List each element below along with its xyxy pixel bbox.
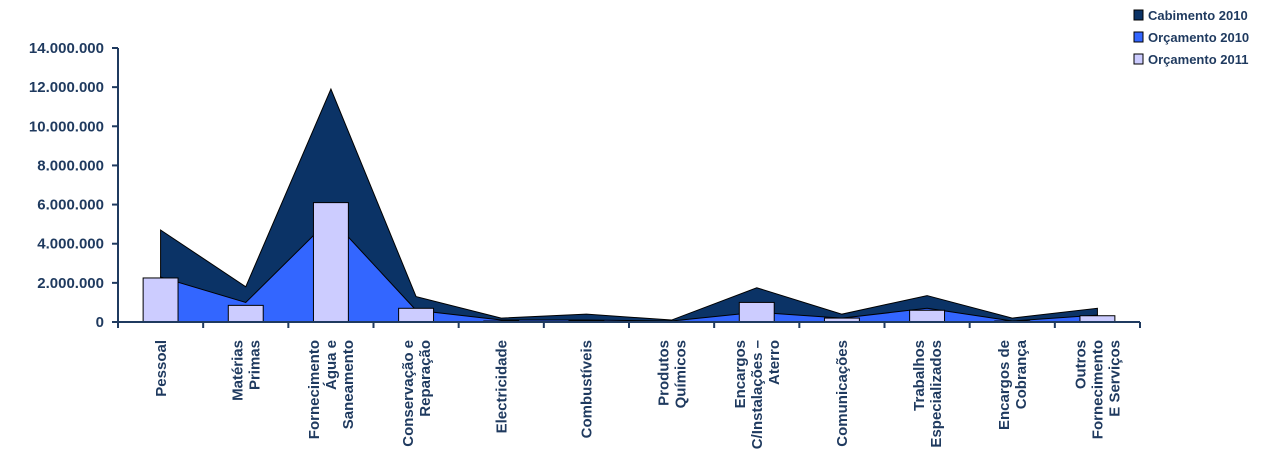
legend-label-cabimento-2010: Cabimento 2010: [1148, 8, 1248, 23]
bar-orcamento-2011-7: [738, 301, 775, 323]
x-tick-label: Matérias Primas: [230, 340, 264, 401]
x-tick-label-line: Primas: [247, 340, 264, 390]
x-tick-label-line: Água e: [323, 340, 340, 390]
x-tick-label-line: Encargos de: [996, 340, 1013, 430]
bar-orcamento-2011-2: [312, 202, 349, 323]
x-tick-label-line: Matérias: [230, 340, 247, 401]
x-tick-label-line: Fornecimento: [306, 340, 323, 439]
legend-label-orcamento-2011: Orçamento 2011: [1148, 52, 1248, 67]
x-tick-label: Fornecimento Água e Saneamento: [306, 340, 357, 439]
x-tick-label-line: Electricidade: [494, 340, 511, 433]
y-tick-labels: 0 2.000.000 4.000.000 6.000.000 8.000.000 10.…: [29, 40, 104, 331]
bar-series-group: [142, 202, 1116, 323]
x-tick-label: Encargos de Cobrança: [996, 339, 1030, 430]
legend: Cabimento 2010 Orçamento 2010 Orçamento 20…: [1133, 8, 1249, 67]
bar-orcamento-2011-3: [398, 307, 435, 323]
x-tick-label-line: Aterro: [766, 340, 783, 385]
x-tick-label-line: Saneamento: [340, 340, 357, 429]
x-tick-label-line: Encargos: [732, 340, 749, 408]
x-tick-label-line: Outros: [1073, 340, 1090, 389]
bar-orcamento-2011-0: [142, 277, 179, 323]
legend-label-orcamento-2010: Orçamento 2010: [1148, 30, 1249, 45]
x-tick-label-line: Comunicações: [834, 340, 851, 447]
x-tick-label-line: Trabalhos: [911, 340, 928, 411]
y-tick-label: 6.000.000: [37, 197, 104, 214]
legend-swatch-orcamento-2010: [1133, 31, 1144, 43]
bar-orcamento-2011-9: [909, 309, 946, 323]
x-tick-label: Conservação e Reparação: [400, 340, 434, 447]
area-series-cabimento-2010: [160, 87, 1098, 323]
legend-swatch-orcamento-2011: [1133, 53, 1144, 65]
x-tick-label: Comunicações: [834, 340, 851, 447]
x-tick-label: Produtos Químicos: [655, 340, 689, 408]
legend-swatch-cabimento-2010: [1133, 9, 1144, 21]
bar-orcamento-2011-1: [227, 304, 264, 323]
x-tick-label-line: Conservação e: [400, 340, 417, 447]
x-tick-label-line: Pessoal: [153, 340, 170, 397]
x-tick-label-line: Químicos: [672, 340, 689, 408]
x-tick-label-line: Especializados: [928, 340, 945, 448]
x-tick-label-line: Fornecimento: [1090, 340, 1107, 439]
y-tick-label: 4.000.000: [37, 236, 104, 253]
x-tick-label-line: C/Instalações –: [749, 340, 766, 449]
x-tick-label: Outros Fornecimento E Serviços: [1073, 340, 1124, 439]
y-tick-label: 8.000.000: [37, 157, 104, 174]
y-tick-label: 0: [96, 314, 104, 331]
x-tick-label-line: Cobrança: [1013, 339, 1030, 409]
y-tick-label: 14.000.000: [29, 40, 104, 57]
x-tick-label-line: Reparação: [417, 340, 434, 417]
x-tick-label-line: Produtos: [655, 340, 672, 406]
x-tick-label-line: E Serviços: [1107, 340, 1124, 417]
x-tick-label: Trabalhos Especializados: [911, 340, 945, 448]
x-tick-label: Electricidade: [494, 340, 511, 433]
x-tick-label: Pessoal: [153, 340, 170, 397]
y-tick-label: 10.000.000: [29, 118, 104, 135]
y-tick-label: 2.000.000: [37, 275, 104, 292]
x-tick-label: Combustíveis: [579, 340, 596, 438]
area-series-group: [160, 87, 1098, 323]
y-tick-label: 12.000.000: [29, 79, 104, 96]
x-tick-label-line: Combustíveis: [579, 340, 596, 438]
axes-group: [112, 47, 1141, 328]
x-tick-label: Encargos C/Instalações – Aterro: [732, 340, 783, 449]
